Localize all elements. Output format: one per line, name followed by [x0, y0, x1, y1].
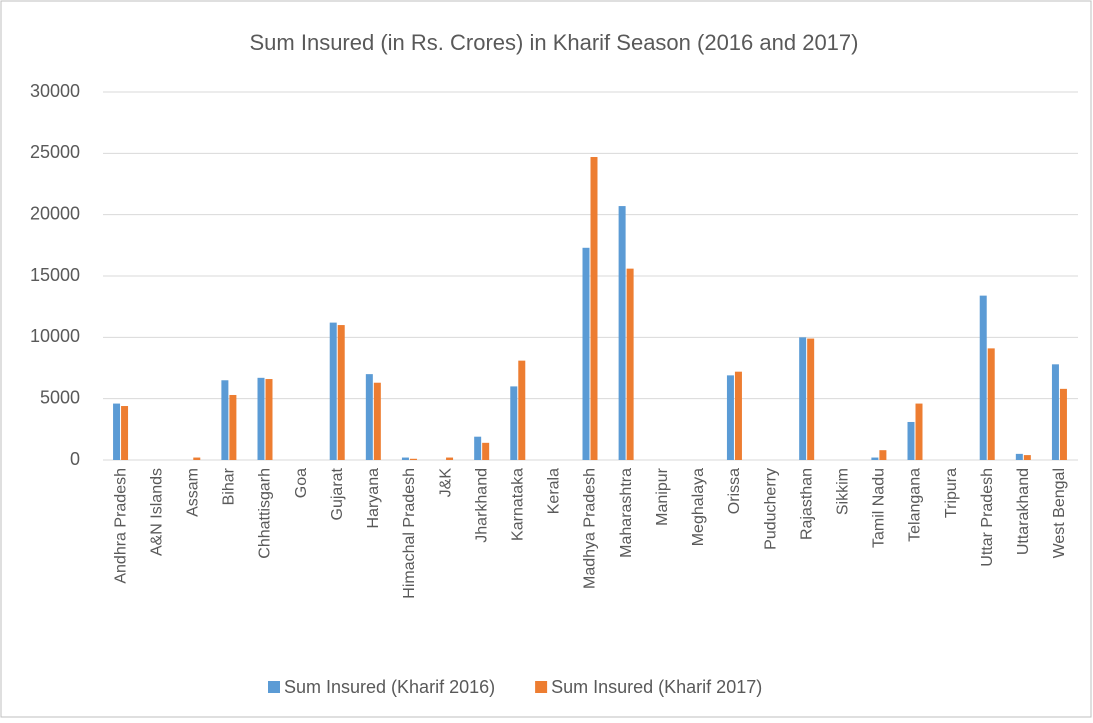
x-tick-label: Rajasthan — [798, 468, 815, 540]
x-tick-label: Assam — [184, 468, 201, 517]
bar — [221, 380, 229, 460]
bar — [626, 268, 634, 460]
bar — [726, 375, 734, 460]
y-tick-label: 5000 — [40, 387, 80, 407]
x-tick-label: Uttar Pradesh — [979, 468, 996, 567]
bar — [915, 403, 923, 460]
bar — [1051, 364, 1059, 460]
bar — [1059, 388, 1067, 460]
x-tick-label: Bihar — [221, 467, 238, 505]
bar — [474, 436, 482, 460]
bar — [879, 450, 887, 460]
x-tick-label: Uttarakhand — [1015, 468, 1032, 555]
bar — [193, 457, 201, 460]
legend-swatch — [535, 681, 548, 693]
bar — [871, 457, 879, 460]
bar — [582, 247, 590, 460]
y-tick-label: 15000 — [30, 265, 80, 285]
legend-label: Sum Insured (Kharif 2017) — [551, 677, 762, 697]
bar — [734, 371, 742, 460]
x-tick-label: Telangana — [907, 468, 924, 542]
x-tick-label: Puducherry — [762, 468, 779, 550]
x-tick-label: J&K — [437, 468, 454, 498]
bar — [1023, 455, 1031, 460]
bar — [446, 457, 454, 460]
bar — [1015, 453, 1023, 460]
x-tick-label: Tripura — [943, 468, 960, 518]
x-tick-label: Orissa — [726, 468, 743, 514]
x-tick-label: Karnataka — [509, 468, 526, 541]
x-tick-label: Kerala — [546, 468, 563, 514]
bar — [987, 348, 995, 460]
bar — [365, 374, 373, 460]
x-tick-label: Madhya Pradesh — [582, 468, 599, 589]
x-tick-label: A&N Islands — [148, 468, 165, 556]
x-tick-label: Haryana — [365, 468, 382, 529]
bar — [807, 338, 815, 460]
bar — [337, 325, 345, 460]
bar — [482, 442, 490, 460]
y-tick-label: 10000 — [30, 326, 80, 346]
x-tick-label: Jharkhand — [473, 468, 490, 543]
bar — [979, 295, 987, 460]
bar — [265, 379, 273, 460]
legend-swatch — [268, 681, 280, 693]
x-tick-label: Maharashtra — [618, 468, 635, 558]
x-tick-label: Himachal Pradesh — [401, 468, 418, 599]
x-tick-label: Tamil Nadu — [871, 468, 888, 548]
bar — [907, 421, 915, 460]
x-tick-label: Chhattisgarh — [257, 468, 274, 559]
x-tick-label: Gujarat — [329, 467, 346, 520]
y-tick-label: 30000 — [30, 81, 80, 101]
bar — [518, 360, 526, 460]
bar — [510, 386, 518, 460]
bar — [799, 337, 807, 460]
y-tick-label: 20000 — [30, 203, 80, 223]
bar — [401, 457, 409, 460]
bar — [618, 206, 626, 460]
x-tick-label: Manipur — [654, 467, 671, 525]
x-tick-label: Andhra Pradesh — [112, 468, 129, 584]
bar — [113, 403, 121, 460]
bar — [121, 406, 129, 460]
bar — [329, 322, 337, 460]
bar — [590, 157, 598, 460]
x-tick-label: Goa — [293, 468, 310, 498]
x-tick-label: West Bengal — [1051, 468, 1068, 558]
bar — [257, 377, 265, 460]
chart-title: Sum Insured (in Rs. Crores) in Kharif Se… — [250, 30, 859, 55]
x-tick-label: Sikkim — [834, 468, 851, 515]
bar — [229, 394, 237, 460]
x-tick-label: Meghalaya — [690, 468, 707, 546]
bar — [409, 458, 417, 460]
legend-label: Sum Insured (Kharif 2016) — [284, 677, 495, 697]
y-tick-label: 0 — [70, 449, 80, 469]
bar — [373, 382, 381, 460]
y-tick-label: 25000 — [30, 142, 80, 162]
